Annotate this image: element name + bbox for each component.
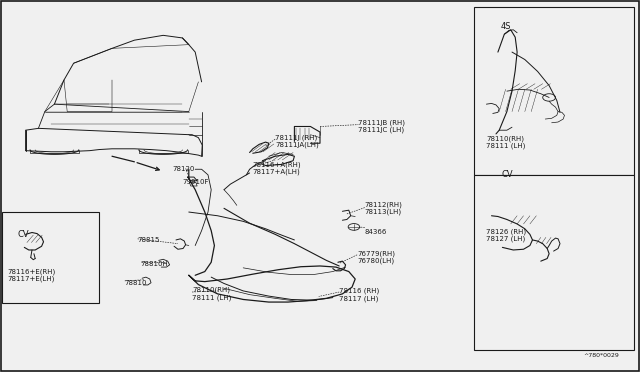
Text: 78810H: 78810H xyxy=(141,261,168,267)
Text: 78810: 78810 xyxy=(125,280,147,286)
Text: 78116+E(RH)
78117+E(LH): 78116+E(RH) 78117+E(LH) xyxy=(8,268,56,282)
Text: 4S: 4S xyxy=(501,22,511,31)
Bar xyxy=(2,212,99,303)
Text: CV: CV xyxy=(18,230,29,239)
Text: 78815: 78815 xyxy=(138,237,160,243)
Text: 78112(RH)
78113(LH): 78112(RH) 78113(LH) xyxy=(365,201,403,215)
Text: 84366: 84366 xyxy=(365,230,387,235)
Text: 78126 (RH)
78127 (LH): 78126 (RH) 78127 (LH) xyxy=(486,228,527,242)
Text: 78110(RH)
78111 (LH): 78110(RH) 78111 (LH) xyxy=(192,287,232,301)
Text: 79910F: 79910F xyxy=(182,179,209,185)
Text: ^780*0029: ^780*0029 xyxy=(584,353,620,358)
Text: CV: CV xyxy=(501,170,513,179)
Text: 78120: 78120 xyxy=(173,166,195,172)
Bar xyxy=(474,7,634,175)
Text: 78111JB (RH)
78111JC (LH): 78111JB (RH) 78111JC (LH) xyxy=(358,119,405,134)
Bar xyxy=(474,175,634,350)
Text: 78116+A(RH)
78117+A(LH): 78116+A(RH) 78117+A(LH) xyxy=(253,161,301,175)
Text: 76779(RH)
76780(LH): 76779(RH) 76780(LH) xyxy=(357,250,395,264)
Text: 78116 (RH)
78117 (LH): 78116 (RH) 78117 (LH) xyxy=(339,288,380,302)
Text: 78110(RH)
78111 (LH): 78110(RH) 78111 (LH) xyxy=(486,135,526,149)
Text: 78111J (RH)
78111JA(LH): 78111J (RH) 78111JA(LH) xyxy=(275,134,319,148)
